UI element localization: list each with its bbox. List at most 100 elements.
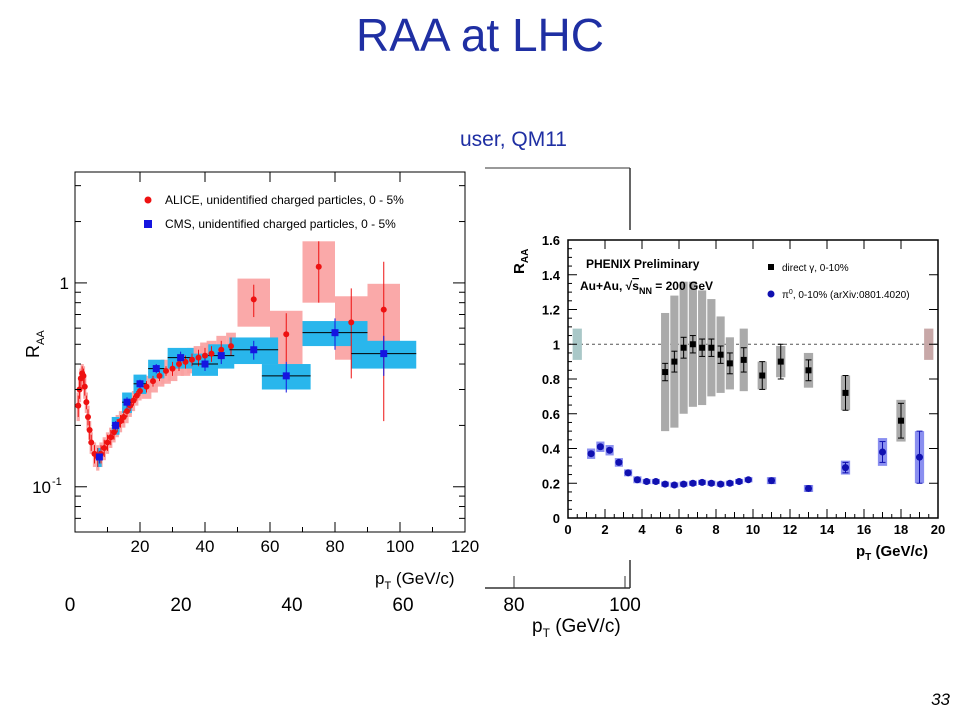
cms-legend-label: CMS, unidentified charged particles, 0 -… xyxy=(165,217,396,231)
alice-data-point xyxy=(107,434,114,441)
right-systematic-boxes xyxy=(572,281,934,492)
cms-data-point xyxy=(152,365,160,373)
direct-photon-legend-label: direct γ, 0-10% xyxy=(782,263,849,274)
alice-data-point xyxy=(111,429,117,436)
left-axis-ticks: 20 40 60 80 100 120 1 10 -1 xyxy=(32,172,479,556)
right-data-points xyxy=(587,341,923,492)
right-x-tick-label: 14 xyxy=(820,522,835,537)
right-y-tick-label: 0.4 xyxy=(542,442,561,457)
right-y-tick-label: 0 xyxy=(553,511,560,526)
pi0-data-point xyxy=(633,476,641,484)
alice-data-point xyxy=(228,343,234,350)
right-y-tick-label: 0.2 xyxy=(542,476,560,491)
left-y-tick-label: 1 xyxy=(60,274,69,293)
cms-data-point xyxy=(123,398,131,406)
pi0-data-point xyxy=(680,480,688,488)
cms-data-point xyxy=(112,421,120,429)
pi0-data-point xyxy=(805,484,812,492)
pi0-data-point xyxy=(717,480,725,488)
pi0-data-point xyxy=(596,443,604,451)
alice-cms-chart: RAA 20 40 60 80 100 120 1 10 -1 ALICE, unidentif… xyxy=(23,171,479,592)
pi0-data-point xyxy=(735,478,743,486)
normalization-box xyxy=(572,328,582,360)
pi0-data-point xyxy=(879,448,886,456)
cms-data-point xyxy=(217,352,225,360)
right-y-tick-label: 0.8 xyxy=(542,372,560,387)
left-x-tick-label: 60 xyxy=(261,537,280,556)
alice-data-point xyxy=(104,439,111,446)
pi0-data-point xyxy=(726,479,734,487)
alice-data-point xyxy=(189,356,195,363)
direct-photon-data-point xyxy=(726,360,733,367)
phenix-chart: 0 2 4 6 8 10 12 14 16 18 20 0 0.2 0.4 0.6 0.8 1 1.2 1.4 1.6… xyxy=(511,233,945,563)
right-x-tick-label: 12 xyxy=(783,522,797,537)
right-y-tick-label: 0.6 xyxy=(542,407,560,422)
right-x-tick-label: 0 xyxy=(564,522,571,537)
left-data-points xyxy=(75,263,388,461)
alice-data-point xyxy=(176,361,182,368)
background-x-tick-label: 100 xyxy=(609,595,641,616)
slide-number: 33 xyxy=(931,690,950,709)
pi0-legend-marker xyxy=(767,290,775,298)
alice-data-point xyxy=(80,372,87,379)
pi0-data-point xyxy=(842,464,849,472)
right-x-tick-label: 16 xyxy=(857,522,871,537)
right-y-tick-label: 1.2 xyxy=(542,303,560,318)
pi0-data-point xyxy=(652,478,660,486)
alice-data-point xyxy=(156,372,163,379)
right-legend: direct γ, 0-10% π0, 0-10% (arXiv:0801.402… xyxy=(767,263,910,301)
pi0-data-point xyxy=(661,480,669,488)
direct-photon-data-point xyxy=(898,417,904,424)
right-x-tick-label: 20 xyxy=(931,522,945,537)
alice-data-point xyxy=(250,296,257,303)
left-x-axis-label: pT (GeV/c) xyxy=(375,569,455,592)
alice-data-point xyxy=(195,354,202,361)
alice-data-point xyxy=(124,408,130,415)
cms-data-point xyxy=(282,372,290,380)
cms-data-point xyxy=(331,329,339,337)
alice-data-point xyxy=(348,319,355,326)
background-x-tick-label: 0 xyxy=(65,595,76,616)
pi0-data-point xyxy=(689,479,697,487)
right-axis-ticks: 0 2 4 6 8 10 12 14 16 18 20 0 0.2 0.4 0.6 0.8 1 1.2 1.4 1.6 xyxy=(542,233,945,537)
alice-data-point xyxy=(137,387,143,394)
left-x-tick-label: 120 xyxy=(451,537,479,556)
alice-data-point xyxy=(75,402,82,409)
right-error-bars xyxy=(588,335,923,492)
right-x-axis-label: pT (GeV/c) xyxy=(856,543,928,563)
background-x-tick-label: 20 xyxy=(170,595,191,616)
alice-data-point xyxy=(81,383,88,390)
pi0-data-point xyxy=(615,458,623,466)
right-y-tick-label: 1 xyxy=(553,337,560,352)
alice-legend-label: ALICE, unidentified charged particles, 0… xyxy=(165,193,404,207)
left-x-tick-label: 80 xyxy=(326,537,345,556)
phenix-panel: 0 2 4 6 8 10 12 14 16 18 20 0 0.2 0.4 0.6 0.8 1 1.2 1.4 1.6… xyxy=(500,230,950,563)
right-y-tick-label: 1.6 xyxy=(542,233,560,248)
pi0-data-point xyxy=(744,476,752,484)
right-x-tick-label: 18 xyxy=(894,522,908,537)
background-x-tick-label: 40 xyxy=(281,595,302,616)
right-y-tick-label: 1.4 xyxy=(542,268,561,283)
alice-legend-marker xyxy=(144,196,152,204)
direct-photon-data-point xyxy=(777,358,784,365)
pi0-data-point xyxy=(606,446,614,454)
alice-cms-panel: RAA 20 40 60 80 100 120 1 10 -1 ALICE, unidentif… xyxy=(23,160,485,592)
direct-photon-data-point xyxy=(759,372,766,379)
pi0-data-point xyxy=(698,478,706,486)
cms-data-point xyxy=(380,350,388,358)
alice-data-point xyxy=(120,413,127,420)
left-x-tick-label: 20 xyxy=(131,537,150,556)
left-systematic-boxes xyxy=(76,241,417,471)
direct-photon-data-point xyxy=(842,389,849,396)
right-x-tick-label: 4 xyxy=(638,522,646,537)
alice-data-point xyxy=(315,263,322,270)
direct-photon-data-point xyxy=(699,344,706,351)
left-x-tick-label: 40 xyxy=(196,537,215,556)
right-x-tick-label: 6 xyxy=(675,522,682,537)
background-x-ticks: 0 20 40 60 80 100 xyxy=(65,576,641,616)
right-x-tick-label: 8 xyxy=(712,522,719,537)
background-x-tick-label: 60 xyxy=(392,595,413,616)
direct-photon-data-point xyxy=(717,351,724,358)
right-x-tick-label: 2 xyxy=(601,522,608,537)
pi0-data-point xyxy=(643,478,651,486)
